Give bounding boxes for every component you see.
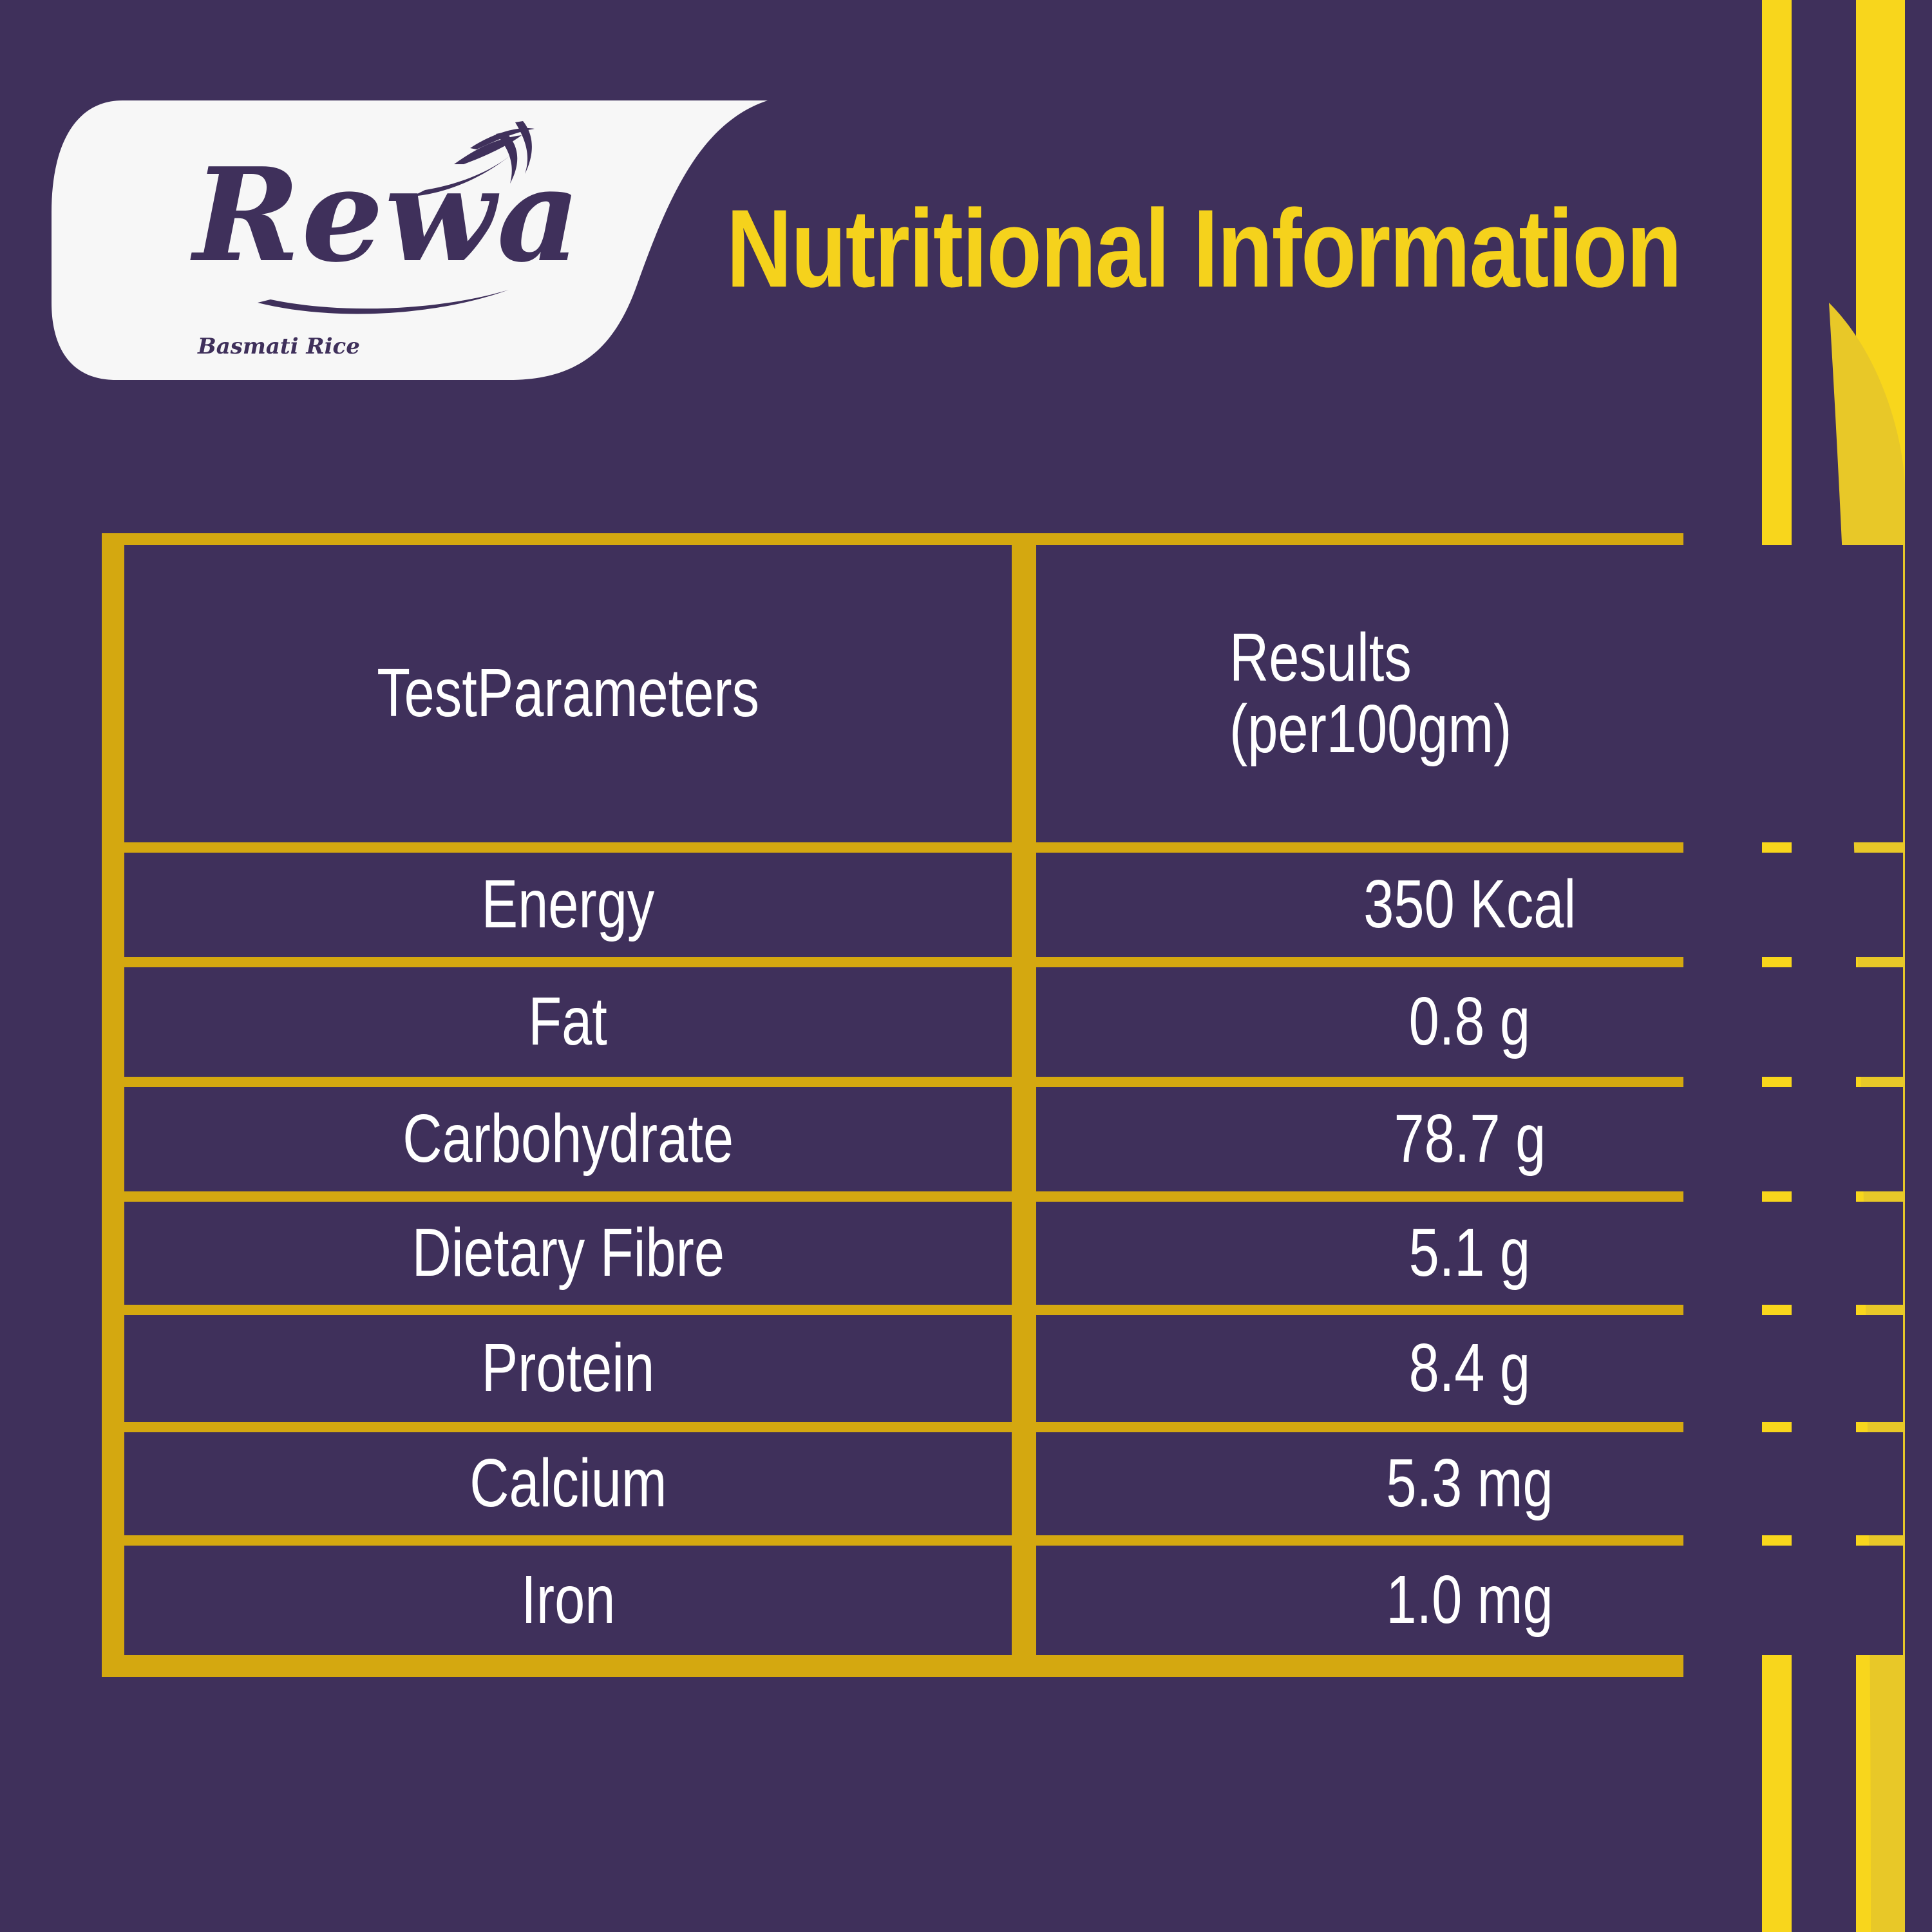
row-value: 5.3 mg: [1386, 1445, 1553, 1522]
row-value-cell: 5.1 g: [1036, 1202, 1903, 1305]
logo-card-shape: [52, 100, 768, 380]
row-parameter: Protein: [481, 1330, 655, 1406]
row-parameter-cell: Fat: [124, 967, 1012, 1077]
nutrition-table: TestParameters Results (per100gm) Energy…: [102, 533, 1903, 1677]
row-value-cell: 0.8 g: [1036, 967, 1903, 1077]
page-title: Nutritional Information: [726, 187, 1682, 310]
row-parameter-cell: Energy: [124, 853, 1012, 957]
swoosh-mark: [412, 151, 515, 196]
row-value: 0.8 g: [1408, 983, 1531, 1060]
row-value: 78.7 g: [1394, 1101, 1546, 1177]
row-parameter: Carbohydrate: [402, 1101, 734, 1177]
row-value-cell: 78.7 g: [1036, 1087, 1903, 1191]
row-value-cell: 5.3 mg: [1036, 1432, 1903, 1535]
row-value: 1.0 mg: [1386, 1562, 1553, 1638]
row-value: 350 Kcal: [1363, 866, 1576, 943]
row-value: 8.4 g: [1408, 1330, 1531, 1406]
nutrition-table-grid: TestParameters Results (per100gm) Energy…: [124, 545, 1903, 1665]
table-header-result: Results (per100gm): [1036, 545, 1903, 842]
header-result-line1: Results: [1229, 619, 1412, 696]
row-parameter: Calcium: [469, 1445, 667, 1522]
brand-logo-card: Rewa Basmati Rice: [0, 0, 779, 386]
row-parameter-cell: Dietary Fibre: [124, 1202, 1012, 1305]
row-parameter-cell: Calcium: [124, 1432, 1012, 1535]
row-parameter-cell: Protein: [124, 1315, 1012, 1422]
brand-tagline: Basmati Rice: [198, 334, 360, 359]
row-value-cell: 350 Kcal: [1036, 853, 1903, 957]
header-parameter-label: TestParameters: [377, 655, 759, 732]
row-parameter-cell: Iron: [124, 1546, 1012, 1655]
row-value-cell: 1.0 mg: [1036, 1546, 1903, 1655]
row-parameter-cell: Carbohydrate: [124, 1087, 1012, 1191]
header-result-line2: (per100gm): [1229, 691, 1512, 767]
row-parameter: Dietary Fibre: [412, 1215, 724, 1291]
row-value: 5.1 g: [1408, 1215, 1531, 1291]
row-parameter: Iron: [520, 1562, 616, 1638]
row-parameter: Fat: [528, 983, 608, 1060]
table-header-parameter: TestParameters: [124, 545, 1012, 842]
row-value-cell: 8.4 g: [1036, 1315, 1903, 1422]
brand-name: Rewa: [193, 140, 582, 291]
row-parameter: Energy: [481, 866, 655, 943]
